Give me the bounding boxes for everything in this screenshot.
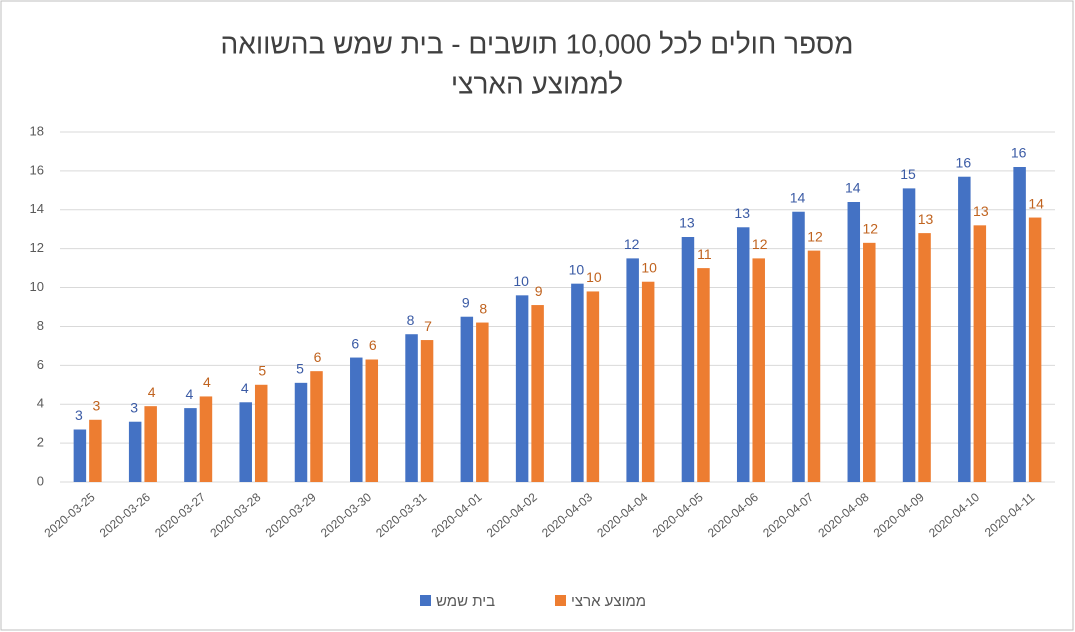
bar [586, 291, 600, 482]
data-label: 13 [734, 205, 750, 221]
bar [918, 233, 931, 482]
y-tick-label: 16 [30, 162, 44, 177]
bar [641, 281, 655, 482]
bar [807, 250, 821, 482]
data-label: 3 [130, 399, 138, 415]
bar [476, 322, 489, 482]
legend-label: ממוצע ארצי [571, 593, 646, 610]
bar [752, 258, 765, 482]
data-label: 9 [535, 283, 543, 299]
data-label: 4 [186, 386, 194, 402]
data-label: 13 [918, 211, 934, 227]
data-label: 14 [845, 180, 861, 196]
y-tick-label: 12 [30, 240, 44, 255]
y-tick-label: 4 [37, 396, 44, 411]
y-tick-label: 2 [37, 435, 44, 450]
bar [89, 419, 102, 482]
data-label: 13 [679, 215, 695, 231]
data-label: 14 [1028, 195, 1044, 211]
data-label: 6 [314, 349, 322, 365]
y-tick-label: 6 [37, 357, 44, 372]
bar [681, 237, 695, 482]
bar [460, 316, 474, 482]
chart-title: לממוצע הארצי [451, 68, 623, 99]
bar [310, 371, 323, 482]
data-label: 14 [790, 189, 806, 205]
bar [128, 421, 142, 482]
bar [792, 211, 805, 482]
y-tick-label: 10 [30, 279, 44, 294]
data-label: 3 [92, 397, 100, 413]
chart-title: מספר חולים לכל 10,000 תושבים - בית שמש ב… [220, 28, 853, 59]
data-label: 6 [351, 335, 359, 351]
data-label: 10 [569, 261, 585, 277]
y-tick-label: 8 [37, 318, 44, 333]
data-label: 11 [697, 246, 712, 262]
legend-swatch [555, 595, 566, 606]
y-tick-label: 0 [37, 473, 44, 488]
data-label: 12 [807, 228, 823, 244]
data-label: 12 [624, 236, 640, 252]
bar [199, 396, 213, 482]
bar [973, 225, 987, 483]
data-label: 15 [900, 166, 916, 182]
bar [254, 384, 268, 482]
bar [531, 305, 544, 482]
bar [736, 227, 750, 482]
bar [73, 429, 87, 482]
data-label: 10 [586, 269, 602, 285]
y-tick-label: 18 [30, 123, 44, 138]
bar [697, 268, 710, 482]
data-label: 5 [258, 362, 266, 378]
bar [365, 359, 379, 482]
legend-label: בית שמש [436, 593, 495, 610]
data-label: 5 [296, 361, 304, 377]
bar [1028, 217, 1042, 483]
bar [294, 382, 308, 482]
data-label: 10 [641, 259, 657, 275]
data-label: 12 [862, 221, 878, 237]
data-label: 10 [513, 273, 529, 289]
data-label: 4 [203, 374, 211, 390]
data-label: 16 [1011, 145, 1027, 161]
bar [420, 340, 434, 482]
bar [144, 406, 157, 482]
data-label: 16 [956, 154, 972, 170]
data-label: 12 [752, 236, 768, 252]
data-label: 13 [973, 203, 989, 219]
data-label: 8 [479, 300, 487, 316]
bar [515, 295, 529, 482]
data-label: 3 [75, 407, 83, 423]
bar [405, 334, 418, 482]
data-label: 6 [369, 337, 377, 353]
bar [1013, 167, 1026, 482]
bar [863, 242, 876, 482]
y-tick-label: 14 [30, 201, 44, 216]
data-label: 8 [407, 312, 415, 328]
bar [239, 402, 252, 482]
legend-swatch [420, 595, 431, 606]
bar [626, 258, 639, 482]
bar [350, 357, 363, 482]
bar [902, 188, 916, 482]
data-label: 9 [462, 294, 470, 310]
bar [571, 283, 584, 482]
data-label: 4 [148, 384, 156, 400]
bar [847, 202, 861, 482]
data-label: 7 [424, 318, 432, 334]
data-label: 4 [241, 380, 249, 396]
bar [958, 176, 971, 482]
bar [184, 408, 197, 482]
